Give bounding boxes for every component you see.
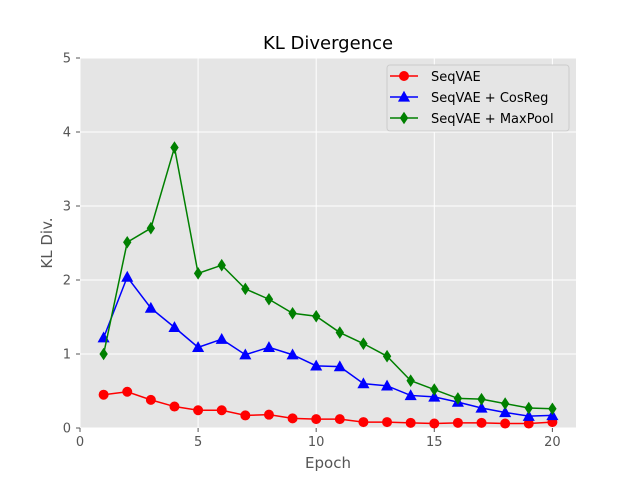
data-point [263, 409, 274, 420]
data-point [262, 341, 276, 352]
series-0 [98, 386, 558, 429]
y-tick-label: 2 [63, 274, 71, 289]
data-point [122, 386, 133, 397]
legend-label: SeqVAE + MaxPool [431, 112, 554, 127]
y-tick-label: 0 [63, 422, 71, 437]
y-tick-label: 1 [63, 348, 71, 363]
x-axis-label: Epoch [305, 454, 351, 472]
data-point [524, 401, 533, 415]
x-tick-label: 15 [426, 435, 443, 450]
data-point [123, 235, 132, 249]
chart-title: KL Divergence [263, 33, 393, 54]
data-point [192, 341, 205, 352]
legend-marker [399, 111, 409, 125]
data-point [310, 359, 323, 371]
x-tick-label: 20 [544, 435, 561, 450]
data-point [359, 337, 368, 350]
data-point [311, 309, 321, 323]
data-point [286, 348, 299, 360]
y-axis-ticks: 0 1 2 3 4 5 [63, 52, 80, 437]
data-point [477, 392, 486, 406]
data-point [287, 413, 298, 424]
legend-box [386, 64, 570, 132]
data-point [121, 270, 134, 282]
x-tick-label: 5 [194, 435, 202, 450]
legend: SeqVAE SeqVAE + CosReg SeqVAE + MaxPool [386, 64, 570, 132]
data-point [240, 410, 251, 421]
series-layer [97, 141, 559, 429]
data-point [406, 374, 415, 387]
data-point [404, 389, 417, 401]
y-tick-label: 4 [63, 126, 71, 141]
data-point [430, 383, 439, 396]
data-point [522, 409, 535, 421]
data-point [335, 326, 345, 339]
legend-label: SeqVAE + CosReg [431, 91, 548, 106]
data-point [475, 401, 488, 413]
data-point [98, 389, 109, 400]
data-point [288, 306, 297, 320]
data-point [405, 417, 416, 428]
x-tick-label: 10 [308, 435, 325, 450]
data-point [145, 394, 156, 405]
data-point [500, 397, 510, 410]
data-point [476, 417, 487, 428]
legend-item: SeqVAE + MaxPool [390, 111, 554, 127]
data-point [169, 401, 180, 412]
data-point [452, 417, 463, 428]
data-point [193, 267, 203, 280]
data-point [333, 360, 346, 372]
legend-marker [399, 71, 409, 81]
data-point [241, 282, 250, 296]
data-point [170, 141, 179, 154]
data-point [215, 332, 228, 344]
data-point [428, 390, 441, 402]
legend-item: SeqVAE [390, 70, 481, 85]
data-point [99, 347, 108, 361]
data-point [382, 417, 393, 428]
data-point [380, 379, 394, 391]
y-tick-label: 5 [63, 52, 71, 67]
x-tick-label: 0 [76, 435, 84, 450]
series-1 [97, 270, 559, 421]
legend-item: SeqVAE + CosReg [390, 90, 548, 106]
data-point [358, 417, 369, 428]
data-point [334, 414, 345, 425]
data-point [499, 406, 512, 418]
data-point [382, 349, 392, 363]
data-point [144, 301, 157, 313]
data-point [500, 418, 511, 429]
legend-label: SeqVAE [431, 70, 481, 85]
data-point [429, 418, 440, 429]
data-point [216, 405, 227, 416]
data-point [264, 292, 274, 306]
data-point [357, 377, 370, 389]
y-axis-label: KL Div. [38, 217, 56, 268]
data-point [311, 414, 322, 425]
data-point [548, 402, 557, 416]
data-point [193, 405, 204, 416]
x-axis-ticks: 0 5 10 15 20 [76, 428, 561, 450]
data-point [168, 321, 181, 333]
data-point [453, 392, 463, 405]
y-tick-label: 3 [63, 200, 71, 215]
data-point [239, 348, 252, 360]
data-point [217, 258, 226, 272]
data-point [146, 221, 156, 235]
legend-marker [397, 90, 411, 102]
series-2 [99, 141, 557, 416]
